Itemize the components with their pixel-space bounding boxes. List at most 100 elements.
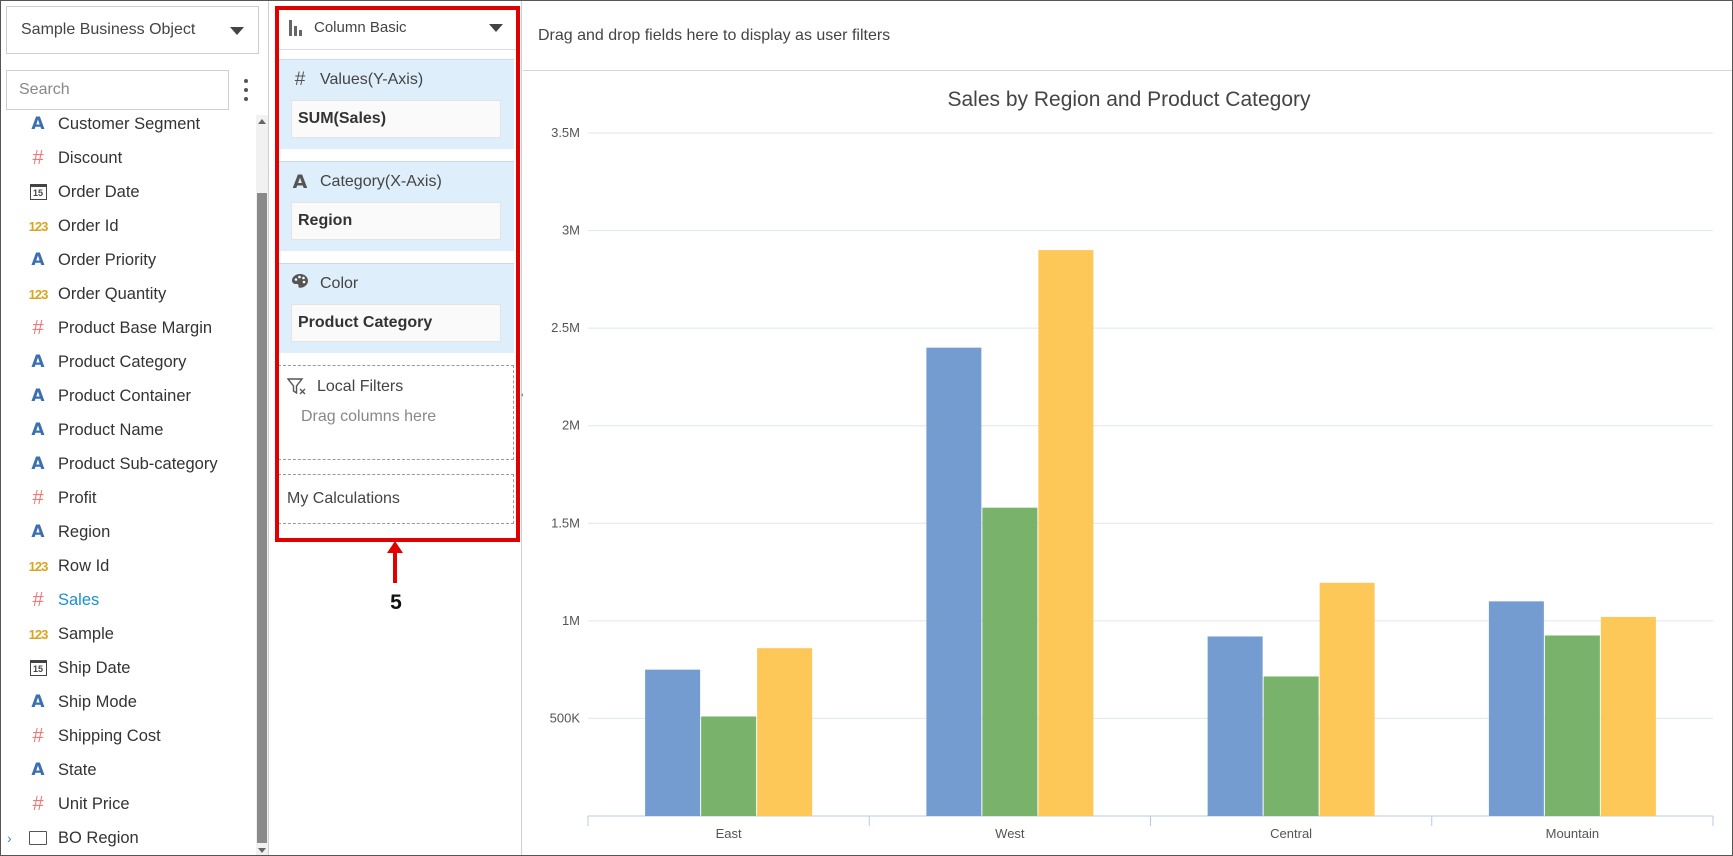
field-list-scrollbar[interactable]	[256, 115, 268, 855]
my-calculations-zone[interactable]: My Calculations	[278, 474, 514, 524]
field-label: Ship Mode	[58, 692, 137, 711]
chart-config-panel: Column Basic # Values(Y-Axis) SUM(Sales) …	[270, 1, 522, 855]
field-item[interactable]: # Shipping Cost	[1, 719, 257, 753]
chevron-right-icon[interactable]: ›	[7, 830, 12, 846]
field-label: Region	[58, 522, 111, 541]
field-item[interactable]: 123 Order Quantity	[1, 277, 257, 311]
field-item[interactable]: 123 Sample	[1, 617, 257, 651]
field-item[interactable]: A State	[1, 753, 257, 787]
field-item[interactable]: A Region	[1, 515, 257, 549]
field-label: BO Region	[58, 828, 139, 847]
local-filters-hint: Drag columns here	[301, 408, 437, 425]
field-item[interactable]: 123 Row Id	[1, 549, 257, 583]
field-item[interactable]: 15 Order Date	[1, 175, 257, 209]
bar	[1263, 676, 1319, 816]
business-object-label: Sample Business Object	[21, 21, 196, 38]
field-item[interactable]: # Unit Price	[1, 787, 257, 821]
values-field-pill[interactable]: SUM(Sales)	[291, 100, 501, 138]
color-zone-title: Color	[320, 275, 359, 292]
field-list: A Customer Segment # Discount 15 Order Date 12…	[1, 107, 257, 855]
field-label: Order Quantity	[58, 284, 167, 303]
text-field-icon: A	[31, 759, 45, 780]
business-object-select[interactable]: Sample Business Object	[6, 6, 259, 54]
text-field-icon: A	[31, 419, 45, 440]
field-item[interactable]: A Product Container	[1, 379, 257, 413]
scrollbar-thumb[interactable]	[257, 193, 267, 843]
text-field-icon: A	[31, 453, 45, 474]
palette-icon	[290, 273, 310, 295]
integer-field-icon: 123	[28, 218, 49, 234]
field-item[interactable]: # Sales	[1, 583, 257, 617]
text-field-icon: A	[31, 385, 45, 406]
field-label: Profit	[58, 488, 97, 507]
field-label: Row Id	[58, 556, 110, 575]
field-label: Order Priority	[58, 250, 157, 269]
category-field-pill[interactable]: Region	[291, 202, 501, 240]
field-item[interactable]: # Product Base Margin	[1, 311, 257, 345]
text-field-icon: A	[292, 171, 308, 193]
chevron-down-icon	[230, 27, 244, 35]
field-label: Order Id	[58, 216, 119, 235]
field-item[interactable]: 15 Ship Date	[1, 651, 257, 685]
bar	[1207, 636, 1263, 816]
field-item[interactable]: A Ship Mode	[1, 685, 257, 719]
category-zone-title: Category(X-Axis)	[320, 173, 442, 190]
chevron-down-icon	[489, 24, 503, 32]
field-item[interactable]: A Product Sub-category	[1, 447, 257, 481]
y-tick-label: 1M	[562, 613, 580, 628]
scroll-up-icon[interactable]	[258, 119, 266, 124]
field-item[interactable]: A Product Category	[1, 345, 257, 379]
y-tick-label: 500K	[550, 710, 581, 725]
bar	[982, 507, 1038, 816]
y-tick-label: 3.5M	[551, 125, 580, 140]
chart-title: Sales by Region and Product Category	[947, 88, 1311, 111]
user-filters-drop-zone[interactable]: Drag and drop fields here to display as …	[523, 1, 1732, 71]
my-calculations-title: My Calculations	[287, 490, 400, 507]
field-label: State	[58, 760, 97, 779]
chart-type-select[interactable]: Column Basic	[275, 6, 517, 50]
calendar-icon: 15	[27, 184, 49, 200]
field-label: Product Sub-category	[58, 454, 218, 473]
y-tick-label: 2.5M	[551, 320, 580, 335]
field-label: Discount	[58, 148, 123, 167]
more-options-icon[interactable]	[242, 79, 250, 101]
filter-icon	[287, 378, 307, 396]
field-label: Sample	[58, 624, 114, 643]
local-filters-zone[interactable]: Local Filters Drag columns here	[278, 365, 514, 460]
y-tick-label: 3M	[562, 223, 580, 238]
integer-field-icon: 123	[28, 558, 49, 574]
bar	[1600, 616, 1656, 816]
integer-field-icon: 123	[28, 286, 49, 302]
field-item[interactable]: › BO Region	[1, 821, 257, 855]
field-label: Product Container	[58, 386, 191, 405]
field-item[interactable]: # Discount	[1, 141, 257, 175]
values-drop-zone[interactable]: # Values(Y-Axis) SUM(Sales)	[278, 59, 514, 149]
color-drop-zone[interactable]: Color Product Category	[278, 263, 514, 353]
x-tick-label: West	[995, 826, 1025, 841]
bar	[645, 669, 701, 816]
color-field-pill[interactable]: Product Category	[291, 304, 501, 342]
field-item[interactable]: A Product Name	[1, 413, 257, 447]
field-item[interactable]: # Profit	[1, 481, 257, 515]
field-item[interactable]: A Customer Segment	[1, 107, 257, 141]
column-chart-icon	[289, 19, 302, 36]
x-tick-label: Central	[1270, 826, 1312, 841]
text-field-icon: A	[31, 351, 45, 372]
chart-area: Drag and drop fields here to display as …	[523, 1, 1732, 855]
field-label: Unit Price	[58, 794, 130, 813]
integer-field-icon: 123	[28, 626, 49, 642]
search-input[interactable]	[6, 70, 229, 110]
hash-icon: #	[294, 69, 306, 90]
folder-icon	[27, 831, 49, 845]
field-label: Customer Segment	[58, 114, 201, 133]
category-drop-zone[interactable]: A Category(X-Axis) Region	[278, 161, 514, 251]
numeric-field-icon: #	[32, 589, 44, 611]
field-item[interactable]: A Order Priority	[1, 243, 257, 277]
bar	[701, 716, 757, 816]
text-field-icon: A	[31, 691, 45, 712]
scroll-down-icon[interactable]	[258, 848, 266, 853]
field-panel: Sample Business Object A Customer Segment…	[1, 1, 269, 855]
calendar-icon: 15	[27, 660, 49, 676]
field-item[interactable]: 123 Order Id	[1, 209, 257, 243]
